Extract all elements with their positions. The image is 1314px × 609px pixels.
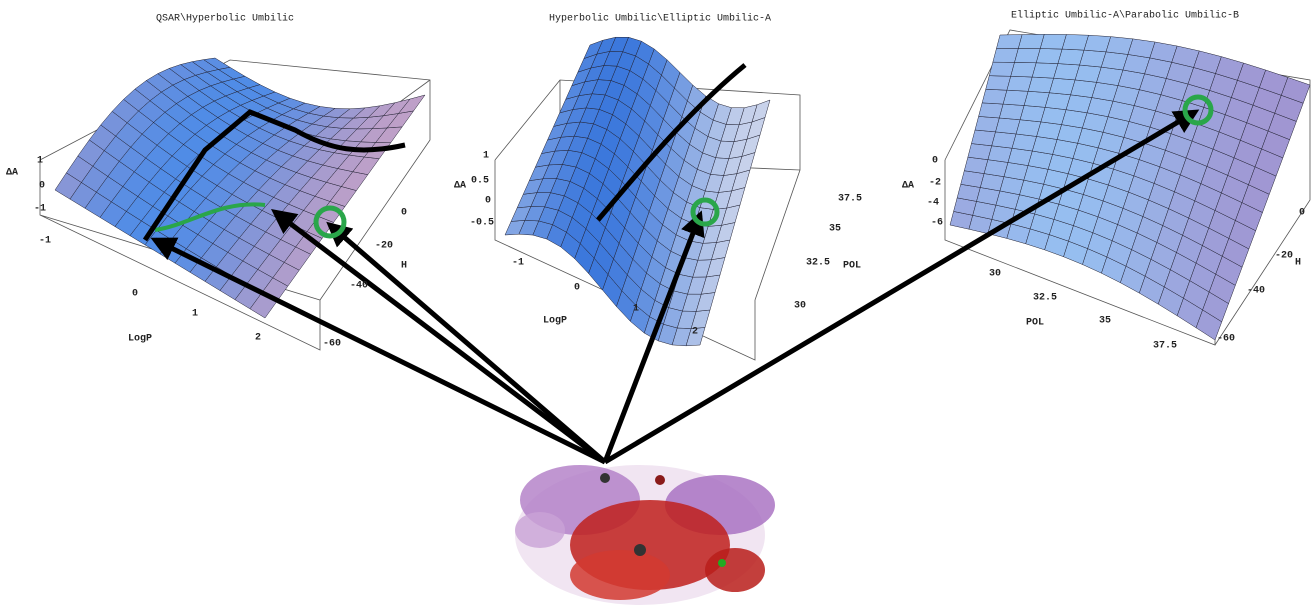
surface-cell [995,117,1021,135]
tick-label: -60 [323,339,341,350]
axis-label: ΔA [6,168,18,179]
tick-label: -20 [1275,251,1293,262]
tick-label: 1 [37,156,43,167]
tick-label: 1 [192,309,198,320]
surface-cell [985,75,1012,91]
tick-label: 32.5 [806,258,830,269]
tick-label: 0.5 [471,176,489,187]
tick-label: 1 [633,304,639,315]
surface-cell [963,156,989,174]
surface-cell [1006,76,1033,92]
tick-label: -40 [1247,286,1265,297]
tick-label: 30 [989,269,1001,280]
tick-label: -60 [1217,334,1235,345]
tick-label: -2 [929,178,941,189]
arrows [150,109,1200,465]
axis-label: LogP [543,316,567,327]
tick-label: 1 [483,151,489,162]
surface-cell [974,116,1000,133]
tick-label: -4 [927,198,939,209]
surface-cell [991,131,1017,149]
surfaces [39,29,1311,361]
tick-label: 37.5 [1153,341,1177,352]
tick-label: 0 [401,208,407,219]
axis-label: ΔA [454,181,466,192]
surface-cell [996,34,1023,49]
axis-label: LogP [128,334,152,345]
tick-label: 0 [39,181,45,192]
tick-label: 0 [574,283,580,294]
axis-label: ΔA [902,181,914,192]
axis-label: POL [843,261,861,272]
tick-label: -6 [931,218,943,229]
tick-label: -1 [39,236,51,247]
highlights [154,94,1214,239]
tick-label: 0 [1299,208,1305,219]
tick-label: -1 [512,258,524,269]
surface-cell [1010,62,1037,78]
surface-cell [981,89,1008,105]
protein-structure [515,465,775,605]
panel-title: Elliptic Umbilic-A\Parabolic Umbilic-B [1011,10,1239,22]
surface-cell [983,159,1009,177]
axis-label: POL [1026,318,1044,329]
paths [142,63,747,242]
tick-label: 2 [255,333,261,344]
surface-cell [1018,34,1045,49]
surface-cell [999,103,1025,121]
surface-cell [1280,77,1311,104]
surface-cell [992,48,1019,63]
surface-cell [1002,89,1029,106]
surface-cell [397,94,426,114]
axis-label: H [1295,258,1301,269]
tick-label: 2 [692,327,698,338]
surface-cell [987,145,1013,163]
tick-label: 35 [829,224,841,235]
tick-label: 32.5 [1033,293,1057,304]
surface-cell [1039,34,1067,50]
tick-label: 0 [485,196,491,207]
surface-cell [1035,48,1063,64]
surface-cell [978,102,1004,119]
surface-cell [751,99,771,123]
surface-cell [1014,48,1041,64]
panel-title: Hyperbolic Umbilic\Elliptic Umbilic-A [549,13,771,25]
tick-label: 35 [1099,316,1111,327]
tick-label: 0 [132,289,138,300]
surface-cell [971,129,996,147]
tick-label: -20 [375,241,393,252]
surface-cell [988,61,1015,77]
surface-cell [1031,62,1059,79]
surface-cell [967,143,993,160]
tick-label: 0 [932,156,938,167]
tick-label: -40 [350,281,368,292]
tick-label: -0.5 [470,218,494,229]
panel-title: QSAR\Hyperbolic Umbilic [156,13,294,25]
tick-label: 37.5 [838,194,862,205]
tick-label: 30 [794,301,806,312]
axis-label: H [401,261,407,272]
tick-label: -1 [34,204,46,215]
